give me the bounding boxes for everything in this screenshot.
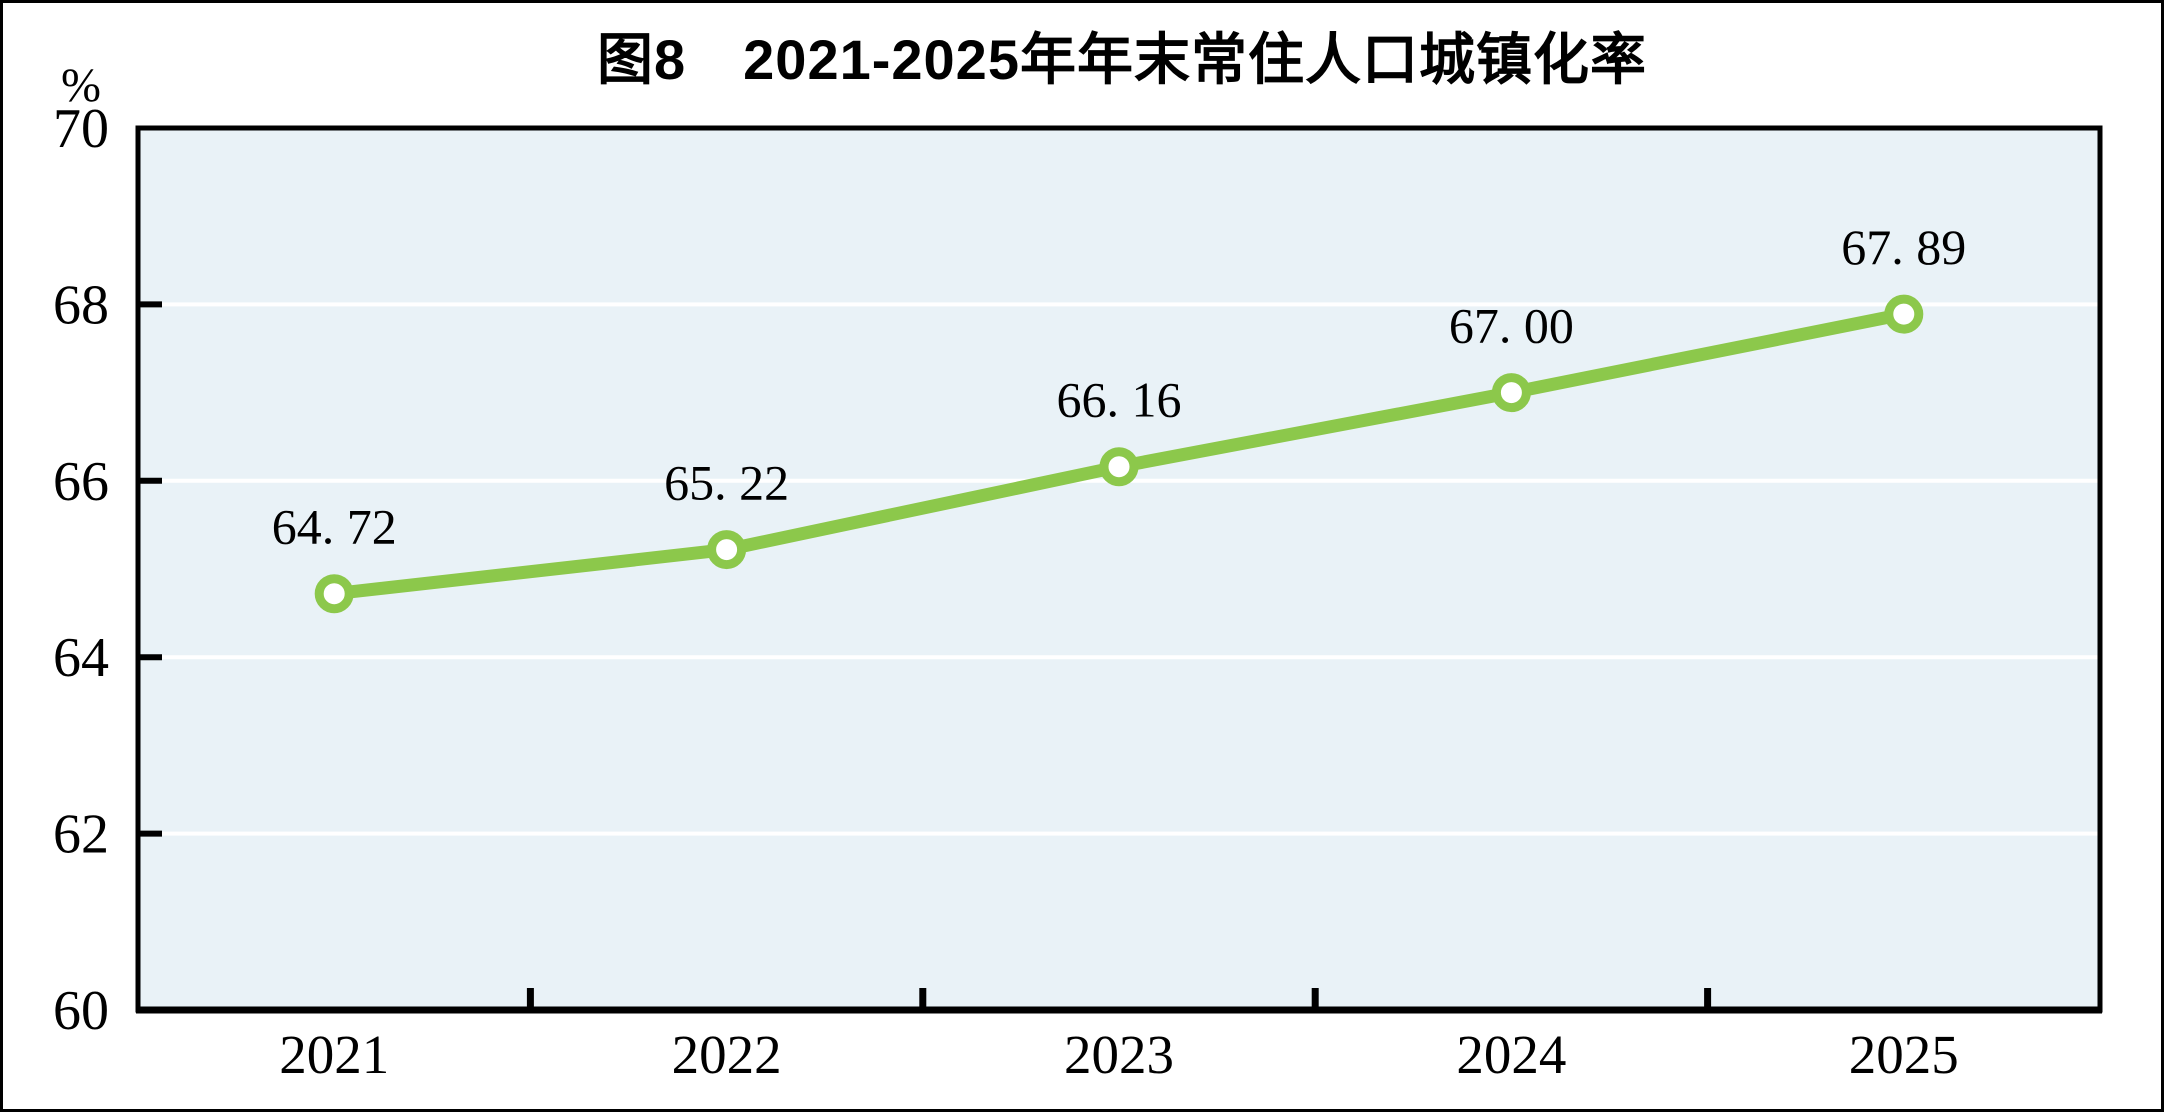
data-point-marker: [1491, 373, 1531, 413]
x-axis-tick-label: 2024: [1456, 1024, 1566, 1085]
y-axis-tick-label: 62: [53, 804, 109, 866]
data-point-label: 67. 89: [1841, 219, 1966, 275]
y-axis-tick-label: 68: [53, 274, 109, 336]
data-point-marker: [314, 574, 354, 614]
x-axis-tick-label: 2021: [279, 1024, 389, 1085]
x-axis-tick-label: 2025: [1849, 1024, 1959, 1085]
data-point-label: 67. 00: [1449, 298, 1574, 354]
y-axis-tick-label: 64: [53, 627, 109, 689]
data-point-marker: [1099, 447, 1139, 487]
data-point-marker: [1884, 294, 1924, 334]
data-point-label: 65. 22: [664, 455, 789, 511]
x-axis-tick-label: 2023: [1064, 1024, 1174, 1085]
data-point-label: 64. 72: [272, 499, 397, 555]
y-axis-tick-label: 60: [53, 980, 109, 1042]
data-point-marker: [707, 530, 747, 570]
y-axis-tick-label: 66: [53, 451, 109, 513]
plot-area: [138, 128, 2100, 1010]
x-axis-tick-label: 2022: [672, 1024, 782, 1085]
y-axis-tick-label: 70: [53, 98, 109, 160]
data-point-label: 66. 16: [1057, 372, 1182, 428]
y-axis-unit-label: %: [61, 59, 101, 112]
line-chart: 60 62 64 66 68 70% 2021 2022 2023 2024 2025 64. 72 6…: [53, 59, 2103, 1085]
chart-title: 图8 2021-2025年年末常住人口城镇化率: [597, 28, 1647, 91]
